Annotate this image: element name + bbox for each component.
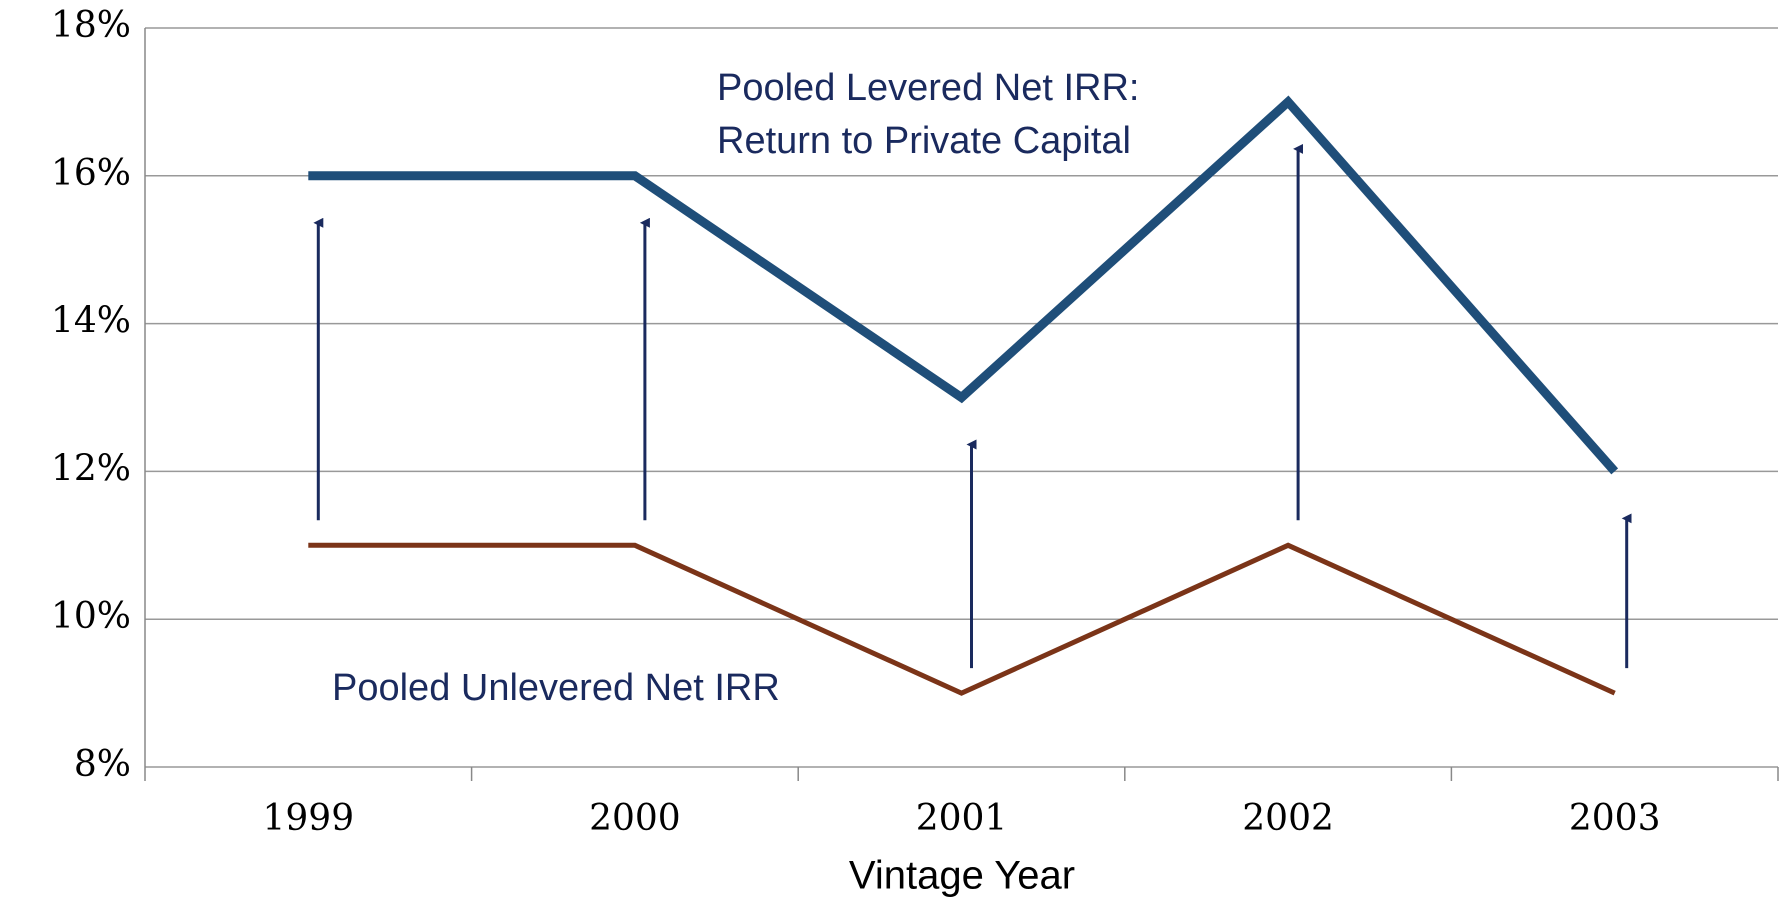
series-line [308,542,1616,696]
y-tick-label: 8% [74,744,131,785]
series-annotation: Return to Private Capital [717,120,1131,162]
x-tick-label: 2002 [1242,798,1334,839]
y-tick-label: 18% [51,5,131,46]
y-tick-label: 10% [51,596,131,637]
x-axis-label: Vintage Year [849,854,1075,898]
y-tick-label: 16% [51,153,131,194]
x-tick-label: 1999 [262,798,354,839]
x-tick-label: 2003 [1569,798,1661,839]
series-annotation: Pooled Levered Net IRR: [717,67,1139,109]
y-tick-label: 12% [51,448,131,489]
x-tick-label: 2001 [916,798,1008,839]
y-tick-label: 14% [51,301,131,342]
series-line [308,95,1619,475]
x-tick-label: 2000 [589,798,681,839]
series-annotation: Pooled Unlevered Net IRR [332,667,780,709]
